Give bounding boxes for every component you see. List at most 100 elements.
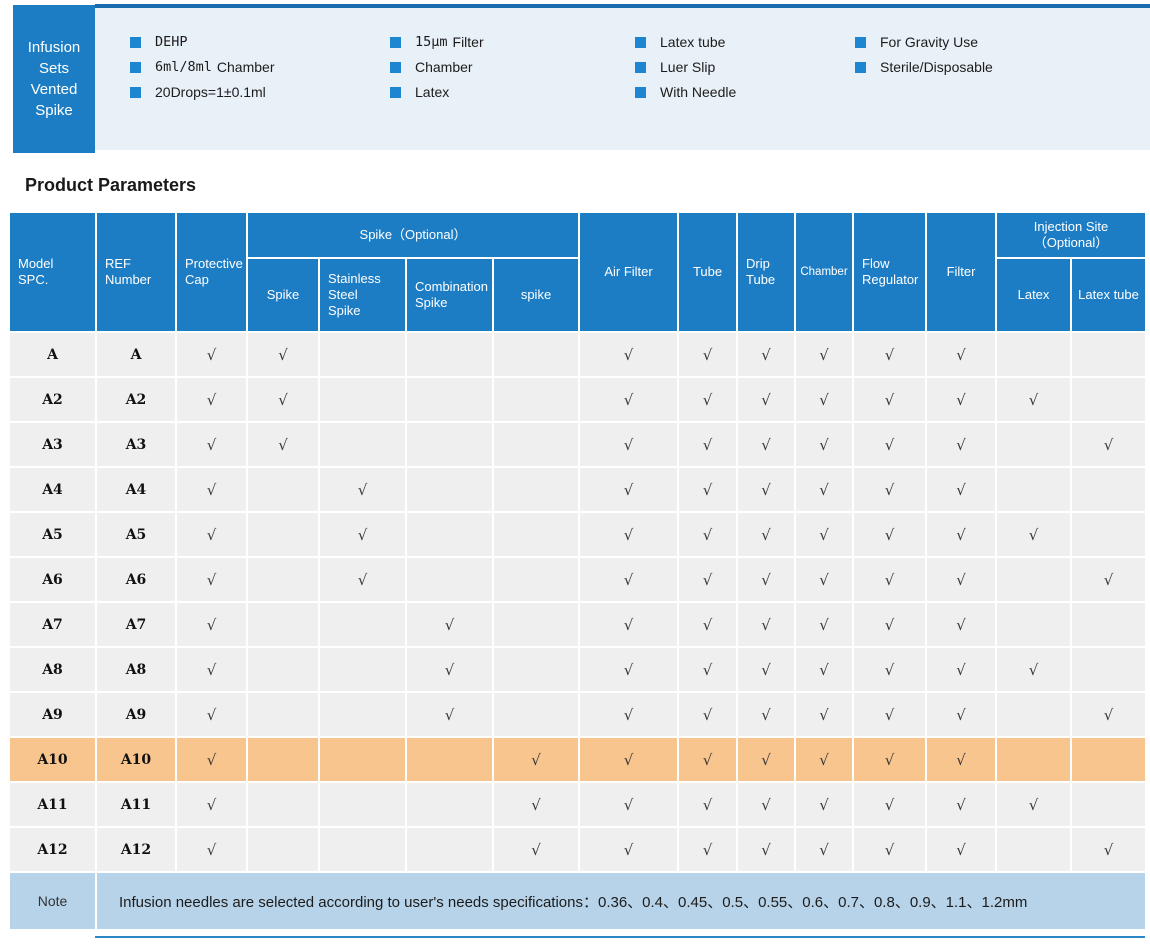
check-cell-air_filter: √	[580, 333, 678, 376]
feature-bullet-icon	[390, 36, 401, 48]
check-cell-chamber: √	[796, 828, 853, 871]
check-cell-flow_regulator: √	[854, 828, 926, 871]
table-row: A2 A2 √ √ √ √ √ √ √ √ √	[10, 378, 1146, 421]
empty-cell-spike_lower	[494, 423, 579, 466]
check-cell-combination_spike: √	[407, 603, 492, 646]
empty-cell-stainless_steel_spike	[320, 423, 405, 466]
check-cell-latex: √	[997, 648, 1071, 691]
check-cell-latex_tube: √	[1072, 828, 1146, 871]
check-cell-drip_tube: √	[738, 423, 795, 466]
empty-cell-latex	[997, 603, 1071, 646]
ref-cell: A2	[97, 378, 175, 421]
feature-bullet-icon	[635, 61, 646, 73]
check-cell-air_filter: √	[580, 828, 678, 871]
empty-cell-stainless_steel_spike	[320, 783, 405, 826]
section-title: Product Parameters	[25, 175, 197, 195]
model-cell: A3	[10, 423, 95, 466]
ref-cell: A4	[97, 468, 175, 511]
feature-bullet-icon	[130, 36, 141, 48]
check-cell-flow_regulator: √	[854, 783, 926, 826]
table-row: A A √ √ √ √ √ √ √ √	[10, 333, 1146, 376]
product-parameters-table: Model SPC. REF Number Protective Cap Spi…	[8, 211, 1147, 931]
empty-cell-latex_tube	[1072, 333, 1146, 376]
check-cell-spike_lower: √	[494, 828, 579, 871]
empty-cell-spike_lower	[494, 648, 579, 691]
feature-bullet-icon	[130, 86, 141, 98]
check-cell-spike: √	[248, 423, 318, 466]
check-cell-filter: √	[927, 693, 996, 736]
feature-label: Luer Slip	[660, 59, 716, 75]
empty-cell-spike_lower	[494, 468, 579, 511]
check-cell-flow_regulator: √	[854, 513, 926, 556]
check-cell-flow_regulator: √	[854, 423, 926, 466]
feature-item: Luer Slip	[635, 59, 855, 75]
check-cell-air_filter: √	[580, 378, 678, 421]
check-cell-protective_cap: √	[177, 558, 246, 601]
ref-cell: A5	[97, 513, 175, 556]
table-row: A3 A3 √ √ √ √ √ √ √ √ √	[10, 423, 1146, 466]
col-header-latex: Latex	[997, 259, 1071, 331]
col-header-air-filter: Air Filter	[580, 213, 678, 331]
empty-cell-combination_spike	[407, 468, 492, 511]
feature-strip: DEHP 6ml/8ml Chamber 20Drops=1±0.1ml 15μm Fil…	[95, 4, 1150, 150]
check-cell-chamber: √	[796, 333, 853, 376]
product-title: Infusion Sets Vented Spike	[27, 39, 81, 119]
check-cell-combination_spike: √	[407, 693, 492, 736]
empty-cell-latex	[997, 423, 1071, 466]
check-cell-filter: √	[927, 783, 996, 826]
col-header-spike-group: Spike（Optional）	[248, 213, 579, 257]
empty-cell-latex_tube	[1072, 513, 1146, 556]
check-cell-drip_tube: √	[738, 693, 795, 736]
empty-cell-spike_lower	[494, 378, 579, 421]
feature-item: Chamber	[390, 59, 635, 75]
feature-label: Latex	[415, 84, 450, 100]
ref-cell: A12	[97, 828, 175, 871]
check-cell-tube: √	[679, 423, 737, 466]
check-cell-protective_cap: √	[177, 513, 246, 556]
empty-cell-spike	[248, 828, 318, 871]
col-header-drip-tube: Drip Tube	[738, 213, 795, 331]
empty-cell-spike	[248, 603, 318, 646]
feature-bullet-icon	[130, 61, 141, 73]
check-cell-spike: √	[248, 333, 318, 376]
col-header-latex-tube: Latex tube	[1072, 259, 1146, 331]
check-cell-chamber: √	[796, 468, 853, 511]
check-cell-latex: √	[997, 783, 1071, 826]
feature-label: Latex tube	[660, 34, 726, 50]
feature-label: Chamber	[216, 59, 275, 75]
check-cell-stainless_steel_spike: √	[320, 558, 405, 601]
check-cell-flow_regulator: √	[854, 648, 926, 691]
empty-cell-spike	[248, 558, 318, 601]
table-row: A11 A11 √ √ √ √ √ √ √ √ √	[10, 783, 1146, 826]
col-header-protective-cap: Protective Cap	[177, 213, 246, 331]
feature-item: For Gravity Use	[855, 34, 1150, 50]
feature-label-mono: 15μm	[415, 34, 448, 50]
feature-item: With Needle	[635, 84, 855, 100]
table-row: A7 A7 √ √ √ √ √ √ √ √	[10, 603, 1146, 646]
empty-cell-latex	[997, 738, 1071, 781]
empty-cell-latex_tube	[1072, 468, 1146, 511]
table-row: A9 A9 √ √ √ √ √ √ √ √ √	[10, 693, 1146, 736]
empty-cell-stainless_steel_spike	[320, 738, 405, 781]
empty-cell-latex	[997, 333, 1071, 376]
check-cell-tube: √	[679, 513, 737, 556]
empty-cell-stainless_steel_spike	[320, 333, 405, 376]
product-banner: Infusion Sets Vented Spike DEHP 6ml/8ml Ch…	[0, 0, 1150, 155]
check-cell-tube: √	[679, 738, 737, 781]
empty-cell-latex	[997, 828, 1071, 871]
check-cell-filter: √	[927, 423, 996, 466]
feature-bullet-icon	[390, 61, 401, 73]
check-cell-filter: √	[927, 468, 996, 511]
col-header-flow-regulator: Flow Regulator	[854, 213, 926, 331]
feature-label: Sterile/Disposable	[880, 59, 993, 75]
feature-label-mono: DEHP	[155, 34, 188, 50]
check-cell-air_filter: √	[580, 603, 678, 646]
ref-cell: A9	[97, 693, 175, 736]
check-cell-flow_regulator: √	[854, 468, 926, 511]
check-cell-flow_regulator: √	[854, 738, 926, 781]
empty-cell-combination_spike	[407, 333, 492, 376]
check-cell-tube: √	[679, 603, 737, 646]
model-cell: A12	[10, 828, 95, 871]
check-cell-tube: √	[679, 828, 737, 871]
check-cell-protective_cap: √	[177, 648, 246, 691]
